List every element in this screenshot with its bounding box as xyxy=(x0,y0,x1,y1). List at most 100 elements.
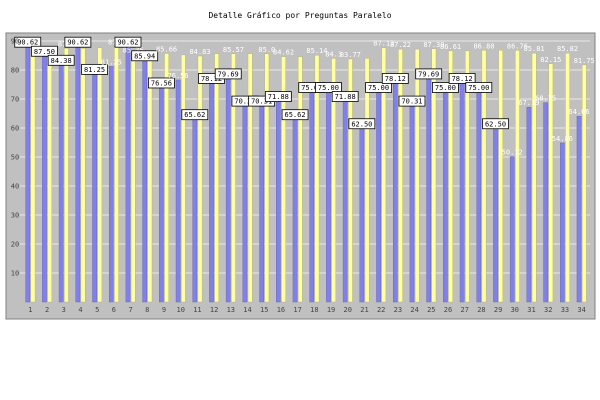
bar-blue xyxy=(242,97,248,303)
x-tick-label: 25 xyxy=(427,306,435,314)
value-label-blue: 71.88 xyxy=(268,93,289,101)
value-labels: 88.190.6287.5087.584.3890.6281.2587.381.… xyxy=(14,36,595,157)
bar-blue xyxy=(359,120,365,303)
bar-yellow xyxy=(264,53,270,303)
value-label-yellow: 85.57 xyxy=(223,46,244,54)
x-tick-label: 18 xyxy=(310,306,318,314)
y-tick-label: 10 xyxy=(11,270,19,278)
value-label-blue: 70.31 xyxy=(234,98,255,106)
value-label-blue: 75.00 xyxy=(435,84,456,92)
value-label-yellow: 84.3 xyxy=(325,50,342,58)
bar-blue xyxy=(309,84,315,303)
bar-blue xyxy=(175,79,181,303)
value-label-yellow: 84.62 xyxy=(273,49,294,57)
x-tick-label: 19 xyxy=(327,306,335,314)
x-tick-label: 16 xyxy=(277,306,285,314)
bar-blue xyxy=(225,70,231,303)
value-box xyxy=(64,36,92,48)
value-label-yellow: 84.83 xyxy=(189,48,210,56)
bar-yellow xyxy=(147,50,153,303)
value-box xyxy=(81,63,108,75)
bar-blue xyxy=(326,84,331,303)
value-label-blue: 62.50 xyxy=(485,120,506,128)
bar-yellow xyxy=(414,48,420,303)
value-box xyxy=(482,118,509,130)
bar-yellow xyxy=(481,50,487,303)
value-label-blue: 54.86 xyxy=(552,135,573,143)
value-label-blue: 81.25 xyxy=(101,58,122,66)
bar-yellow xyxy=(64,48,69,303)
y-tick-label: 40 xyxy=(11,183,19,191)
value-box xyxy=(365,82,392,93)
bar-yellow xyxy=(364,58,370,303)
value-label-blue: 65.62 xyxy=(285,111,306,119)
x-tick-label: 32 xyxy=(544,306,552,314)
x-tick-label: 30 xyxy=(511,306,519,314)
value-label-blue: 78.12 xyxy=(201,75,222,83)
x-tick-label: 8 xyxy=(145,306,149,314)
bar-blue xyxy=(376,84,381,303)
bar-yellow xyxy=(214,53,220,303)
value-box xyxy=(381,73,409,84)
value-box xyxy=(331,91,359,102)
value-label-blue: 90.62 xyxy=(117,39,138,47)
value-label-yellow: 87.13 xyxy=(373,40,394,48)
x-tick-label: 14 xyxy=(243,306,251,314)
value-label-blue: 65.62 xyxy=(184,111,205,119)
value-label-yellow: 85.0 xyxy=(258,46,275,54)
bar-blue xyxy=(543,102,548,303)
bar-yellow xyxy=(231,53,236,303)
y-tick-label: 50 xyxy=(11,154,19,162)
x-tick-label: 2 xyxy=(45,306,49,314)
x-tick-label: 24 xyxy=(410,306,418,314)
bar-yellow xyxy=(30,46,36,303)
x-tick-label: 3 xyxy=(62,306,66,314)
bar-yellow xyxy=(247,53,253,303)
bar-yellow xyxy=(381,47,387,303)
bar-yellow xyxy=(130,54,136,303)
bar-blue xyxy=(58,57,64,303)
value-box xyxy=(147,77,175,89)
bar-yellow xyxy=(181,54,186,303)
bar-yellow xyxy=(97,47,103,303)
value-label-blue: 70.31 xyxy=(251,98,272,106)
y-tick-label: 30 xyxy=(11,212,19,220)
bar-yellow xyxy=(314,55,320,303)
x-tick-label: 33 xyxy=(561,306,569,314)
value-box xyxy=(214,68,242,80)
y-tick-label: 20 xyxy=(11,241,19,249)
value-label-yellow: 85.35 xyxy=(123,46,144,54)
value-box xyxy=(281,109,309,121)
bar-blue xyxy=(576,116,582,303)
value-label-blue: 84.38 xyxy=(51,57,72,65)
value-label-blue: 87.50 xyxy=(34,48,55,56)
x-tick-label: 7 xyxy=(128,306,132,314)
value-label-blue: 75.00 xyxy=(318,84,339,92)
value-box xyxy=(315,82,342,93)
bar-blue xyxy=(493,120,498,303)
bar-yellow xyxy=(331,58,336,303)
x-tick-label: 5 xyxy=(95,306,99,314)
x-tick-label: 17 xyxy=(293,306,301,314)
value-label-blue: 67.19 xyxy=(518,99,539,107)
value-label-blue: 64.06 xyxy=(569,108,590,116)
x-tick-label: 29 xyxy=(494,306,502,314)
bar-blue xyxy=(392,75,398,303)
value-label-blue: 76.56 xyxy=(168,72,189,80)
value-label-yellow: 82.15 xyxy=(540,56,561,64)
bar-blue xyxy=(276,93,281,303)
value-box xyxy=(47,54,75,66)
value-box xyxy=(348,118,376,130)
value-label-blue: 68.75 xyxy=(535,95,556,103)
bar-blue xyxy=(159,79,164,303)
value-box xyxy=(398,95,426,107)
bar-blue xyxy=(476,84,482,303)
x-tick-label: 23 xyxy=(394,306,402,314)
x-tick-label: 12 xyxy=(210,306,218,314)
value-label-blue: 90.62 xyxy=(17,39,38,47)
bar-yellow xyxy=(47,47,52,303)
value-label-blue: 71.88 xyxy=(335,93,356,101)
bar-blue xyxy=(42,48,47,303)
